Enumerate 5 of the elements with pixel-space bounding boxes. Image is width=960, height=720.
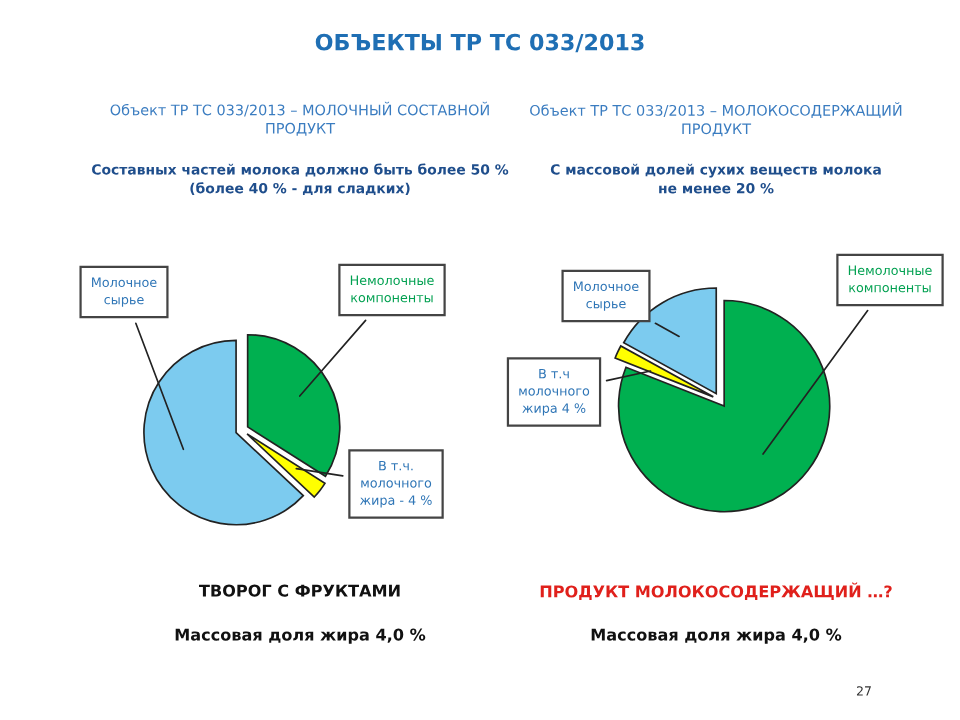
text: ТВОРОГ С ФРУКТАМИ xyxy=(199,584,400,597)
text: Массовая доля жира 4,0 % xyxy=(175,628,426,644)
text: ПРОДУКТ МОЛОКОСОДЕРЖАЩИЙ …? xyxy=(540,582,892,600)
text: Массовая доля жира 4,0 % xyxy=(591,628,842,644)
text: ОБЪЕКТЫ ТР ТС 033/2013 xyxy=(315,33,644,53)
